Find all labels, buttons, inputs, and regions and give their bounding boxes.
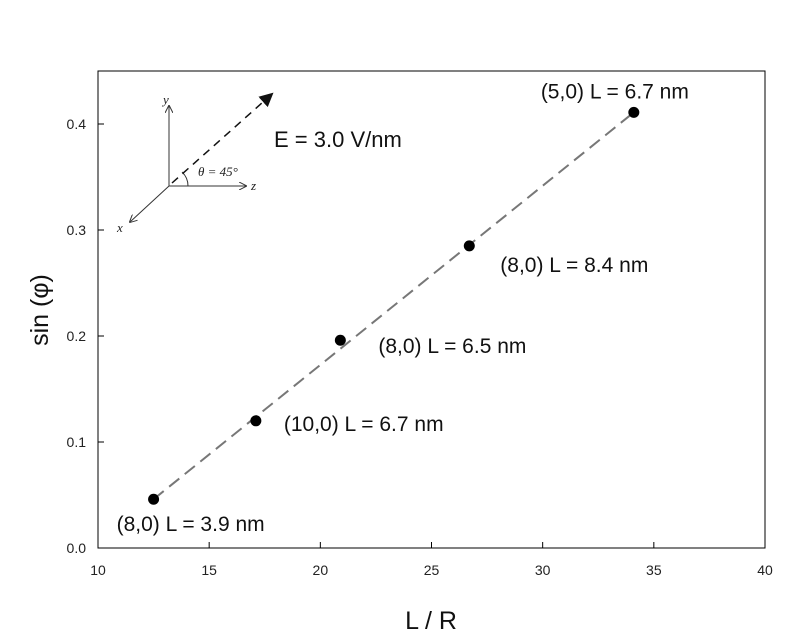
data-point-labels: (8,0) L = 3.9 nm (10,0) L = 6.7 nm (8,0) L… (117, 80, 689, 536)
x-tick-label: 30 (535, 562, 551, 578)
point-label: (5,0) L = 6.7 nm (541, 80, 689, 103)
inset-x-label: x (116, 220, 123, 235)
x-axis: 10 15 20 25 30 35 40 (90, 542, 773, 578)
x-tick-label: 40 (757, 562, 773, 578)
x-tick-label: 15 (201, 562, 217, 578)
x-tick-label: 10 (90, 562, 106, 578)
x-axis-title: L / R (405, 607, 457, 635)
y-tick-label: 0.0 (67, 540, 87, 556)
field-strength-label: E = 3.0 V/nm (274, 127, 402, 152)
data-point (250, 415, 262, 427)
data-point (628, 106, 640, 118)
data-points (148, 106, 640, 505)
y-axis: 0.0 0.1 0.2 0.3 0.4 (67, 116, 104, 556)
y-tick-label: 0.2 (67, 328, 87, 344)
data-point (334, 334, 346, 346)
y-tick-label: 0.3 (67, 222, 87, 238)
inset-z-label: z (250, 178, 256, 193)
data-point (463, 240, 475, 252)
fit-line (152, 111, 635, 501)
inset-y-label: y (161, 92, 169, 107)
point-label: (10,0) L = 6.7 nm (284, 413, 444, 436)
inset-x-axis (130, 185, 170, 222)
y-tick-label: 0.4 (67, 116, 87, 132)
x-tick-label: 35 (646, 562, 662, 578)
field-inset: y z x θ = 45° E = 3.0 V/nm (116, 92, 402, 235)
plot-frame (97, 70, 766, 549)
point-label: (8,0) L = 8.4 nm (500, 254, 648, 277)
x-tick-label: 20 (313, 562, 329, 578)
inset-angle-arc (181, 171, 189, 187)
y-tick-label: 0.1 (67, 434, 87, 450)
inset-angle-label: θ = 45° (198, 164, 238, 179)
point-label: (8,0) L = 3.9 nm (117, 513, 265, 536)
x-tick-label: 25 (424, 562, 440, 578)
data-point (148, 493, 160, 505)
point-label: (8,0) L = 6.5 nm (378, 335, 526, 358)
y-axis-title: sin (φ) (26, 274, 54, 346)
